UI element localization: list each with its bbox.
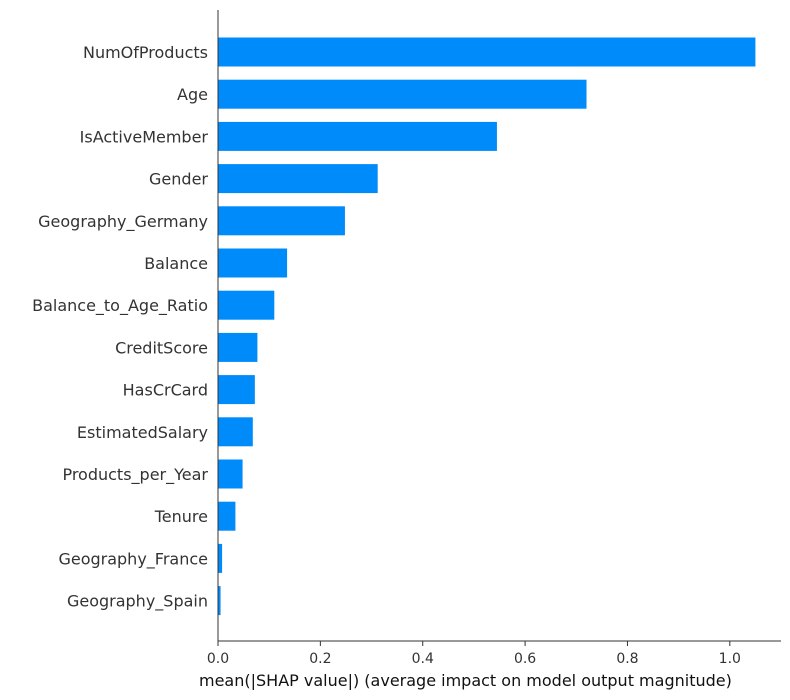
- bar-EstimatedSalary: [218, 417, 253, 447]
- bars-group: [218, 37, 756, 616]
- bar-NumOfProducts: [218, 37, 756, 67]
- category-label: Geography_Germany: [38, 212, 208, 232]
- bar-Geography_France: [218, 543, 223, 573]
- x-ticks-group: 0.0 0.2 0.4 0.6 0.8 1.0: [207, 641, 741, 667]
- category-label: IsActiveMember: [80, 127, 209, 146]
- category-label: Gender: [149, 170, 208, 189]
- bar-Geography_Germany: [218, 206, 345, 236]
- bar-Tenure: [218, 501, 236, 531]
- x-tick-label: 0.8: [616, 651, 638, 667]
- category-label: HasCrCard: [123, 381, 208, 400]
- category-label: Geography_Spain: [67, 592, 208, 612]
- bar-Balance: [218, 248, 288, 278]
- category-labels-group: NumOfProducts Age IsActiveMember Gender Geog…: [32, 43, 208, 612]
- bar-CreditScore: [218, 332, 258, 362]
- bar-HasCrCard: [218, 375, 255, 405]
- bar-Geography_Spain: [218, 586, 221, 616]
- category-label: Balance_to_Age_Ratio: [32, 296, 208, 316]
- x-axis-title: mean(|SHAP value|) (average impact on mo…: [199, 671, 732, 690]
- category-label: Age: [177, 85, 208, 104]
- bar-IsActiveMember: [218, 121, 497, 151]
- bar-Age: [218, 79, 587, 109]
- x-tick-label: 0.4: [412, 651, 434, 667]
- x-tick-label: 1.0: [719, 651, 741, 667]
- category-label: EstimatedSalary: [77, 423, 208, 442]
- category-label: Balance: [144, 254, 208, 273]
- bar-Balance_to_Age_Ratio: [218, 290, 275, 320]
- category-label: CreditScore: [115, 338, 208, 357]
- bar-Products_per_Year: [218, 459, 243, 489]
- x-tick-label: 0.0: [207, 651, 229, 667]
- category-label: NumOfProducts: [83, 43, 208, 62]
- category-label: Geography_France: [58, 549, 208, 569]
- x-tick-label: 0.2: [309, 651, 331, 667]
- x-tick-label: 0.6: [514, 651, 536, 667]
- category-label: Products_per_Year: [62, 465, 208, 485]
- bar-Gender: [218, 164, 378, 194]
- category-label: Tenure: [154, 507, 208, 526]
